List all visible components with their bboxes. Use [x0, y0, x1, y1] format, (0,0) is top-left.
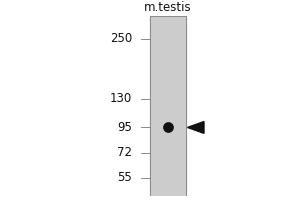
Text: 72: 72 [117, 146, 132, 159]
Text: 130: 130 [110, 92, 132, 105]
Text: 55: 55 [117, 171, 132, 184]
Bar [150, 16, 186, 196]
Text: 95: 95 [117, 121, 132, 134]
Text: 250: 250 [110, 32, 132, 45]
Point [166, 126, 170, 129]
Bar [150, 16, 186, 196]
Text: m.testis: m.testis [144, 1, 192, 14]
Polygon shape [188, 122, 204, 133]
